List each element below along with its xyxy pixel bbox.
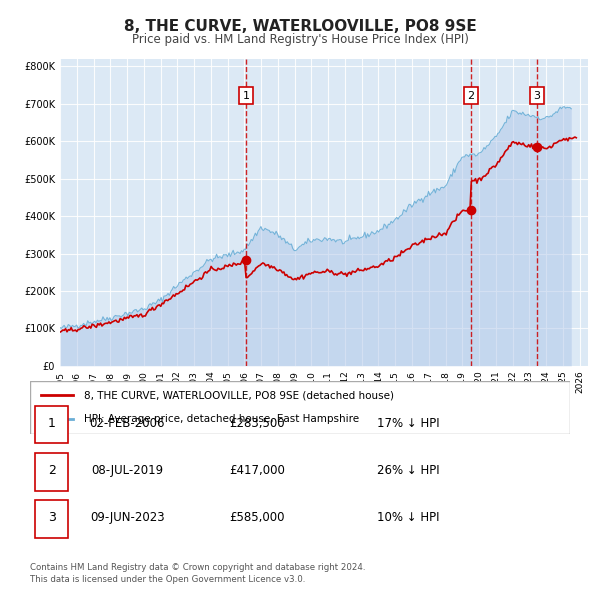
Text: 8, THE CURVE, WATERLOOVILLE, PO8 9SE: 8, THE CURVE, WATERLOOVILLE, PO8 9SE: [124, 19, 476, 34]
Text: HPI: Average price, detached house, East Hampshire: HPI: Average price, detached house, East…: [84, 414, 359, 424]
Text: 8, THE CURVE, WATERLOOVILLE, PO8 9SE (detached house): 8, THE CURVE, WATERLOOVILLE, PO8 9SE (de…: [84, 391, 394, 401]
Text: 1: 1: [242, 91, 250, 101]
Text: £585,000: £585,000: [229, 512, 284, 525]
Text: 2: 2: [47, 464, 56, 477]
FancyBboxPatch shape: [35, 453, 68, 490]
Text: 09-JUN-2023: 09-JUN-2023: [90, 512, 164, 525]
FancyBboxPatch shape: [35, 406, 68, 443]
Text: This data is licensed under the Open Government Licence v3.0.: This data is licensed under the Open Gov…: [30, 575, 305, 584]
FancyBboxPatch shape: [35, 500, 68, 537]
Text: 02-FEB-2006: 02-FEB-2006: [89, 417, 165, 430]
Text: £283,500: £283,500: [229, 417, 284, 430]
Text: 10% ↓ HPI: 10% ↓ HPI: [377, 512, 439, 525]
Text: 08-JUL-2019: 08-JUL-2019: [91, 464, 163, 477]
Text: 1: 1: [47, 417, 56, 430]
FancyBboxPatch shape: [30, 381, 570, 434]
Text: 26% ↓ HPI: 26% ↓ HPI: [377, 464, 439, 477]
Text: 3: 3: [47, 512, 56, 525]
Text: Contains HM Land Registry data © Crown copyright and database right 2024.: Contains HM Land Registry data © Crown c…: [30, 563, 365, 572]
Text: 17% ↓ HPI: 17% ↓ HPI: [377, 417, 439, 430]
Text: £417,000: £417,000: [229, 464, 285, 477]
Text: 3: 3: [533, 91, 540, 101]
Text: Price paid vs. HM Land Registry's House Price Index (HPI): Price paid vs. HM Land Registry's House …: [131, 33, 469, 46]
Text: 2: 2: [467, 91, 475, 101]
